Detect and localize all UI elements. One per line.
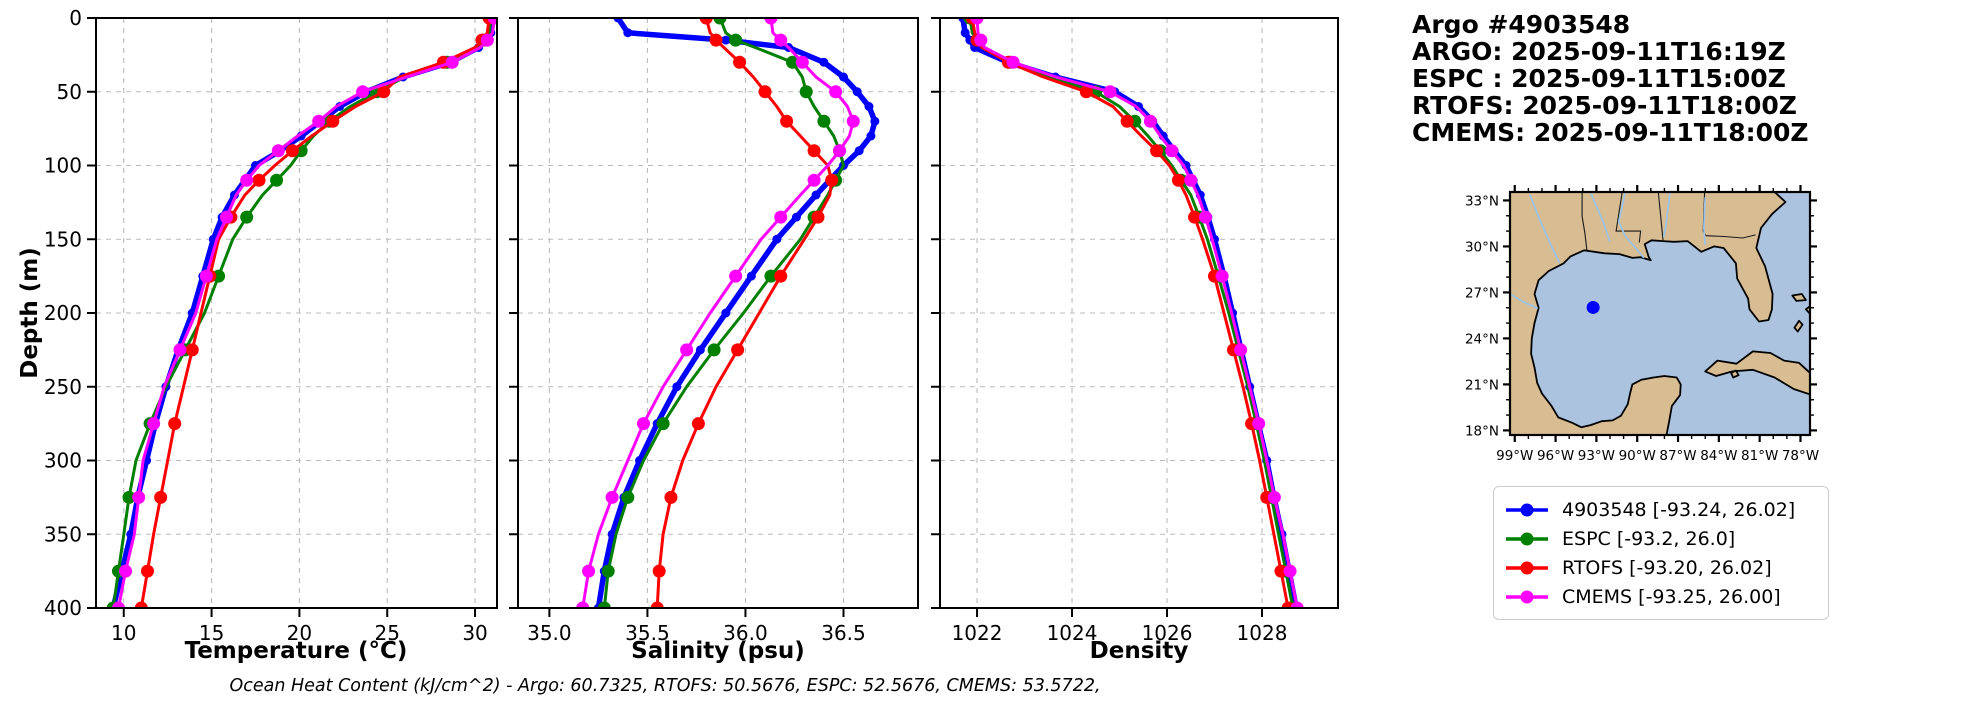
land-polygon [1791,293,1807,302]
x-tick-label: 35.0 [527,621,572,645]
float-id-title: Argo #4903548 [1412,10,1631,39]
state-border [1705,234,1756,239]
argo-timestamp: ARGO: 2025-09-11T16:19Z [1412,37,1786,66]
map-lon-tick-label: 87°W [1659,448,1696,464]
y-ticks [509,17,518,609]
legend-item-espc: ESPC [-93.2, 26.0] [1504,524,1818,553]
grid [518,18,918,608]
series-cmems-density [970,18,1304,608]
map-lon-tick-label: 96°W [1537,448,1574,464]
cmems-timestamp: CMEMS: 2025-09-11T18:00Z [1412,118,1809,147]
river [1702,197,1707,245]
depth-tick-label: 200 [44,301,82,325]
series-cmems-salinity [576,18,860,608]
x-ticks: 35.0 35.5 36.0 36.5 [527,608,866,645]
state-border [1657,192,1664,242]
land-polygon [1704,350,1810,396]
map-lat-tick-label: 18°N [1465,423,1499,439]
density-panel: 1022 1024 1026 1028 [931,17,1339,645]
x-tick-label: 10 [111,621,136,645]
river [1528,193,1561,264]
legend-item-cmems: CMEMS [-93.25, 26.00] [1504,582,1818,611]
map-lon-tick-label: 78°W [1782,448,1819,464]
y-ticks: 0 50 100 150 200 250 300 350 400 [44,6,96,620]
espc-line-swatch [1506,532,1548,545]
depth-tick-label: 0 [69,6,82,30]
x-tick-label: 35.5 [625,621,670,645]
x-tick-label: 15 [199,621,224,645]
land-polygon [1793,319,1804,333]
series-cmems-temperature [111,18,497,608]
title-block: Argo #4903548 ARGO: 2025-09-11T16:19Z ES… [1412,12,1809,147]
map-lat-tick-label: 27°N [1465,285,1499,301]
depth-tick-label: 150 [44,227,82,251]
rtofs-timestamp: RTOFS: 2025-09-11T18:00Z [1412,91,1797,120]
x-tick-label: 20 [287,621,312,645]
depth-tick-label: 250 [44,375,82,399]
x-tick-label: 25 [374,621,399,645]
y-ticks [931,17,940,609]
temperature-axis-label: Temperature (°C) [184,638,408,664]
series-rtofs-temperature [134,18,496,608]
x-tick-label: 1024 [1047,621,1098,645]
x-tick-label: 36.0 [723,621,768,645]
state-border [1581,192,1588,251]
map-lat-tick-label: 24°N [1465,331,1499,347]
legend-label: 4903548 [-93.24, 26.02] [1562,498,1796,521]
map-lat-tick-label: 30°N [1465,239,1499,255]
series-rtofs-salinity [650,18,839,608]
map-ticks [1503,185,1817,442]
x-tick-label: 30 [462,621,487,645]
depth-tick-label: 400 [44,596,82,620]
legend-box: 4903548 [-93.24, 26.02] ESPC [-93.2, 26.… [1493,486,1829,620]
x-ticks: 1022 1024 1026 1028 [952,608,1288,645]
x-tick-label: 1026 [1142,621,1193,645]
map-lon-tick-label: 81°W [1741,448,1778,464]
depth-axis-label: Depth (m) [17,247,43,379]
map-lat-tick-label: 33°N [1465,193,1499,209]
density-axis-label: Density [1089,638,1189,664]
salinity-axis-label: Salinity (psu) [631,638,805,664]
series-argo-salinity [593,18,880,608]
river [1617,192,1645,259]
cmems-line-swatch [1506,590,1548,603]
legend-item-argo: 4903548 [-93.24, 26.02] [1504,495,1818,524]
argo-line-swatch [1506,503,1548,516]
legend-label: CMEMS [-93.25, 26.00] [1562,585,1781,608]
state-border [1615,192,1642,243]
land-polygon [1730,369,1740,379]
map-lon-tick-label: 93°W [1578,448,1615,464]
float-position-marker [1586,300,1600,314]
map-lon-tick-label: 90°W [1619,448,1656,464]
map-area [1510,192,1810,435]
depth-tick-label: 50 [57,80,82,104]
river [1590,193,1611,243]
map-frame [1508,190,1812,437]
x-tick-label: 36.5 [821,621,866,645]
x-ticks: 10 15 20 25 30 [111,608,488,645]
x-tick-label: 1028 [1237,621,1288,645]
legend-label: RTOFS [-93.20, 26.02] [1562,556,1772,579]
x-tick-label: 1022 [952,621,1003,645]
grid [940,18,1338,608]
legend-item-rtofs: RTOFS [-93.20, 26.02] [1504,553,1818,582]
river [1510,293,1539,310]
map-lon-tick-label: 99°W [1496,448,1533,464]
map-lat-tick-label: 21°N [1465,377,1499,393]
gulf-of-mexico-map: 33°N 30°N 27°N 24°N 21°N 18°N 99°W 96°W 93°W 90°W… [1465,185,1819,464]
grid [96,18,497,608]
river [1662,192,1671,238]
ocean-heat-content-note: Ocean Heat Content (kJ/cm^2) - Argo: 60.… [229,676,1101,696]
depth-tick-label: 300 [44,449,82,473]
espc-timestamp: ESPC : 2025-09-11T15:00Z [1412,64,1786,93]
depth-tick-label: 100 [44,154,82,178]
map-lon-tick-label: 84°W [1700,448,1737,464]
depth-tick-label: 350 [44,522,82,546]
salinity-panel: 35.0 35.5 36.0 36.5 [509,17,919,645]
legend-label: ESPC [-93.2, 26.0] [1562,527,1736,550]
rtofs-line-swatch [1506,561,1548,574]
